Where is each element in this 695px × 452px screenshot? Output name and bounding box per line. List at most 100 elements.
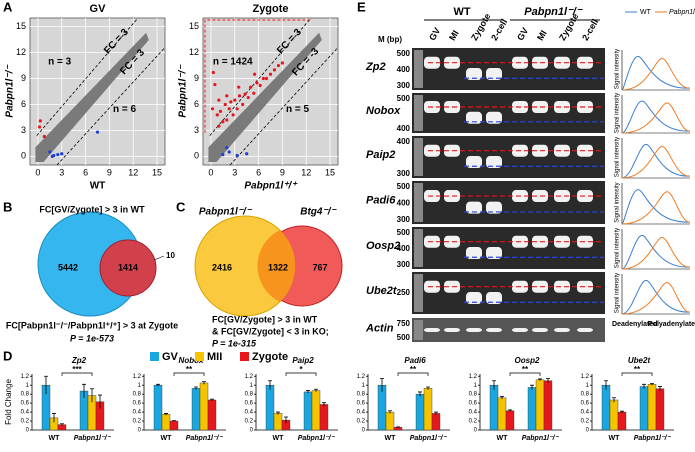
panel-label: B <box>3 199 12 214</box>
scatter-point <box>233 98 237 102</box>
fc-line <box>56 47 166 166</box>
y-tick-label: 1 <box>586 383 590 389</box>
ko-profile <box>621 57 691 91</box>
gel-band <box>486 328 502 332</box>
panel-label: C <box>176 199 186 214</box>
gel-band <box>554 144 570 157</box>
venn-overlap <box>257 230 296 302</box>
error-bar <box>650 383 654 386</box>
wt-profile <box>621 55 691 91</box>
y-tick-label: 0.4 <box>469 410 478 416</box>
ladder-lane <box>414 138 423 176</box>
gene-label: Actin <box>365 323 394 335</box>
y-tick-label: 0 <box>26 428 30 434</box>
scatter-point <box>264 76 269 81</box>
gene-label: Paip2 <box>366 149 395 161</box>
y-axis-label: Fold Change <box>4 379 13 425</box>
ladder-label: 500 <box>397 94 411 103</box>
ladder-label: 300 <box>397 215 411 224</box>
x-tick-label: 9 <box>107 167 112 177</box>
scatter-point <box>237 94 242 98</box>
y-tick-label: 1 <box>362 383 366 389</box>
error-bar <box>434 411 438 415</box>
venn-label: Btg4⁻/⁻ <box>300 207 337 218</box>
y-tick-label: 0.8 <box>357 392 366 398</box>
y-tick-label: 0.6 <box>133 401 142 407</box>
p-value: P = 1e-573 <box>70 333 114 343</box>
x-tick-label: Pabpn1l⁻/⁻ <box>74 435 112 442</box>
error-bar <box>604 380 608 390</box>
ladder-label: 300 <box>397 81 411 90</box>
y-tick-label: 1 <box>138 383 142 389</box>
leader-line <box>153 255 165 261</box>
scatter-point <box>215 113 219 117</box>
lane-label: 2-cell <box>489 17 509 42</box>
gel-band <box>486 111 502 124</box>
gel-band <box>532 328 548 332</box>
axis-note: Deadenylated <box>612 321 658 328</box>
error-bar <box>314 388 318 392</box>
x-tick-label: 15 <box>152 167 162 177</box>
x-tick-label: WT <box>273 435 285 442</box>
venn-caption: & FC[GV/Zygote] < 3 in KO; <box>212 326 329 336</box>
y-tick-label: 1.2 <box>133 374 142 380</box>
scatter-point <box>261 76 265 81</box>
y-axis-label: Signal intensity <box>615 137 621 177</box>
scatter-point <box>50 154 54 158</box>
ko-profile <box>621 145 691 179</box>
wt-profile <box>621 279 691 315</box>
error-bar <box>322 402 326 407</box>
x-axis-label: WT <box>90 181 106 192</box>
ladder-label: 400 <box>397 244 411 253</box>
y-tick-label: 1.2 <box>469 374 478 380</box>
axis-note: Polyadenylated <box>648 321 695 328</box>
scatter-point <box>221 120 225 124</box>
significance-bracket <box>621 372 653 376</box>
scatter-point <box>258 83 262 88</box>
scatter-point <box>237 85 241 89</box>
scatter-point <box>272 68 277 72</box>
y-tick-label: 9 <box>194 73 199 83</box>
annotation: n = 5 <box>286 104 310 115</box>
scatter-point <box>42 134 46 139</box>
x-tick-label: 12 <box>301 167 311 177</box>
y-tick-label: 1.2 <box>581 374 590 380</box>
scatter-point <box>276 63 281 68</box>
bar <box>535 379 545 431</box>
gene-label: Ube2t <box>366 285 398 297</box>
legend-label: Pabpn1l⁻/⁻ <box>669 9 695 16</box>
x-tick-label: Pabpn1l⁻/⁻ <box>410 435 448 442</box>
error-bar <box>530 384 534 390</box>
lane-label: GV <box>515 26 530 42</box>
y-tick-label: 0.8 <box>581 392 590 398</box>
error-bar <box>284 416 288 424</box>
venn-count: 5442 <box>58 262 78 272</box>
y-tick-label: 0.8 <box>469 392 478 398</box>
bar <box>617 411 627 431</box>
y-tick-label: 0.6 <box>581 401 590 407</box>
significance-bracket <box>61 372 93 376</box>
y-tick-label: 0.8 <box>245 392 254 398</box>
y-tick-label: 1.2 <box>245 374 254 380</box>
wt-profile <box>621 189 691 225</box>
gel-band <box>466 156 482 169</box>
venn-caption: FC[GV/Zygote] > 3 in WT <box>212 314 318 324</box>
error-bar <box>396 426 400 428</box>
x-axis-label: Pabpn1l⁺/⁺ <box>244 181 298 192</box>
y-tick-label: 0 <box>194 151 199 161</box>
bar <box>415 393 425 431</box>
gel-band <box>486 247 502 260</box>
gel-band <box>512 328 528 332</box>
ladder-lane <box>414 229 423 267</box>
gel-band <box>486 292 502 305</box>
error-bar <box>172 420 176 422</box>
y-tick-label: 0.2 <box>357 419 366 425</box>
significance-label: ** <box>410 365 417 374</box>
ladder-label: 250 <box>397 288 411 297</box>
venn-count: 767 <box>312 262 327 272</box>
ladder-label: 400 <box>397 137 411 146</box>
bar <box>207 399 217 431</box>
scatter-point <box>255 81 259 85</box>
ladder-label: 750 <box>397 319 411 328</box>
